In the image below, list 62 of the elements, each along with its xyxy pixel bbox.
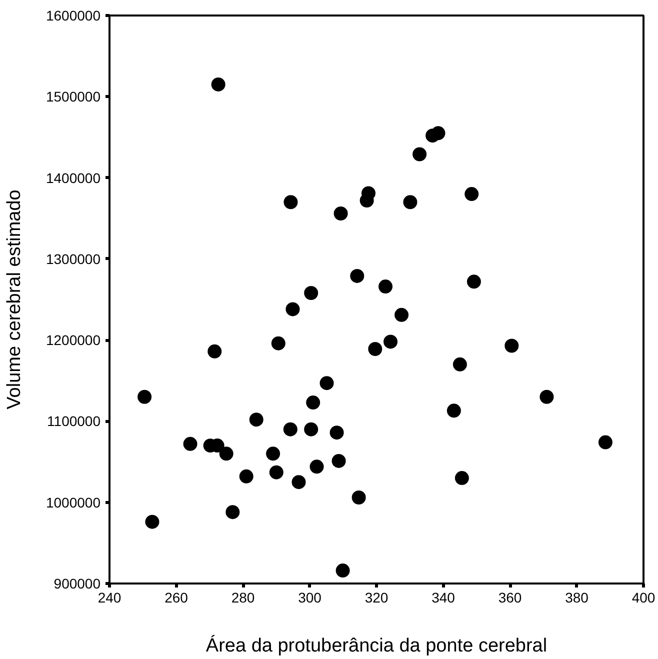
y-tick-label: 1400000 [46, 170, 101, 186]
point [266, 446, 280, 461]
point [304, 286, 318, 300]
point [249, 412, 264, 427]
x-axis-title: Área da protuberância da ponte cerebral [206, 634, 548, 656]
point [384, 334, 398, 349]
point [320, 376, 334, 390]
point [368, 342, 382, 356]
point [211, 77, 226, 92]
point [403, 195, 418, 210]
point [292, 475, 306, 490]
point [504, 338, 519, 353]
point [145, 514, 160, 529]
x-tick-label: 360 [498, 590, 522, 606]
point [350, 268, 364, 283]
x-tick-label: 400 [632, 590, 656, 606]
point [454, 471, 469, 485]
point [412, 147, 427, 162]
point [271, 336, 286, 350]
point [352, 490, 366, 504]
point [239, 469, 254, 484]
point [330, 426, 344, 440]
x-tick-label: 380 [565, 590, 589, 606]
point [310, 460, 324, 474]
point [306, 396, 320, 410]
x-tick-label: 280 [231, 590, 255, 606]
y-tick-label: 1200000 [46, 332, 101, 348]
point [540, 390, 554, 404]
point [208, 344, 222, 358]
point [284, 195, 298, 210]
y-tick-label: 1000000 [46, 494, 101, 510]
point [332, 454, 346, 468]
point [464, 187, 479, 201]
point [336, 564, 350, 578]
point [394, 308, 409, 322]
x-tick-label: 320 [364, 590, 388, 606]
point [334, 206, 348, 220]
point [446, 404, 461, 418]
x-tick-label: 300 [298, 590, 322, 606]
x-tick-label: 260 [164, 590, 188, 606]
y-axis-title: Volume cerebral estimado [4, 190, 25, 410]
point [378, 280, 393, 294]
point [183, 436, 198, 451]
x-tick-label: 340 [432, 590, 456, 606]
y-tick-label: 1300000 [46, 250, 101, 267]
point [226, 505, 240, 520]
point [138, 390, 152, 404]
point [283, 422, 298, 436]
point [598, 435, 612, 450]
point [219, 446, 234, 461]
point [269, 465, 284, 480]
point [452, 357, 467, 372]
point [304, 422, 318, 436]
y-tick-label: 1600000 [46, 8, 101, 24]
x-tick-label: 240 [98, 590, 122, 606]
y-tick-label: 1100000 [47, 413, 101, 430]
point [360, 194, 374, 208]
point [286, 302, 300, 316]
point [431, 126, 446, 140]
y-tick-label: 1500000 [46, 88, 101, 105]
point [466, 274, 481, 289]
y-tick-label: 900000 [54, 576, 101, 592]
